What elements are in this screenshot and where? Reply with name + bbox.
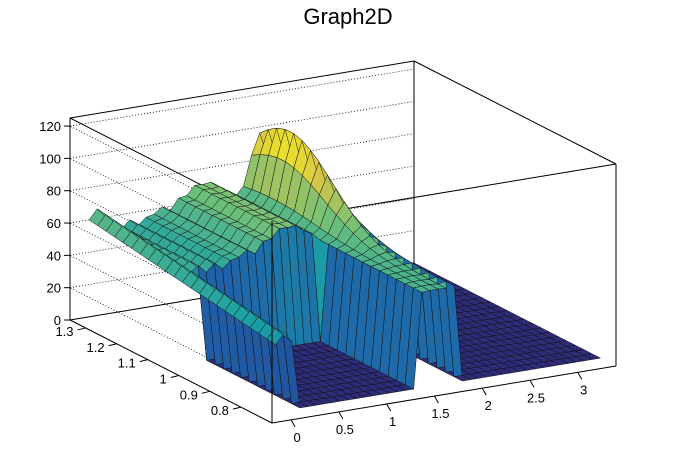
- x-tick-label: 0: [293, 430, 300, 445]
- z-tick-label: 0: [54, 313, 61, 328]
- x-tick: [434, 395, 439, 404]
- x-tick: [338, 411, 344, 420]
- y-tick-label: 1.1: [118, 356, 136, 371]
- x-tick-label: 0.5: [336, 422, 354, 437]
- y-tick: [77, 327, 86, 331]
- z-tick-label: 60: [47, 216, 61, 231]
- chart-title: Graph2D: [303, 4, 393, 29]
- x-tick-label: 2.5: [527, 390, 545, 405]
- y-tick: [201, 390, 210, 394]
- x-tick: [386, 403, 392, 412]
- y-tick-label: 1.3: [55, 324, 73, 339]
- x-tick: [529, 380, 535, 388]
- y-tick: [232, 406, 242, 410]
- z-tick-label: 40: [47, 248, 61, 263]
- y-tick: [108, 343, 117, 347]
- surface-mesh: [88, 127, 602, 409]
- z-tick-label: 120: [39, 119, 61, 134]
- x-tick: [481, 387, 487, 396]
- axes: 00.511.522.530.80.911.11.21.302040608010…: [39, 118, 617, 445]
- x-tick: [290, 419, 296, 428]
- z-tick-label: 20: [47, 281, 61, 296]
- x-tick-label: 2: [485, 398, 492, 413]
- y-tick-label: 1.2: [87, 340, 105, 355]
- y-tick: [170, 374, 179, 378]
- y-tick-label: 0.9: [180, 387, 198, 402]
- z-tick-label: 100: [39, 151, 61, 166]
- surface-cell: [583, 353, 602, 360]
- x-tick-label: 1.5: [431, 406, 449, 421]
- x-tick-label: 3: [580, 382, 587, 397]
- y-tick-label: 1: [160, 371, 167, 386]
- x-tick-label: 1: [389, 414, 396, 429]
- y-tick-label: 0.8: [211, 403, 229, 418]
- x-tick: [577, 372, 583, 380]
- y-tick: [139, 359, 148, 363]
- z-tick-label: 80: [47, 184, 61, 199]
